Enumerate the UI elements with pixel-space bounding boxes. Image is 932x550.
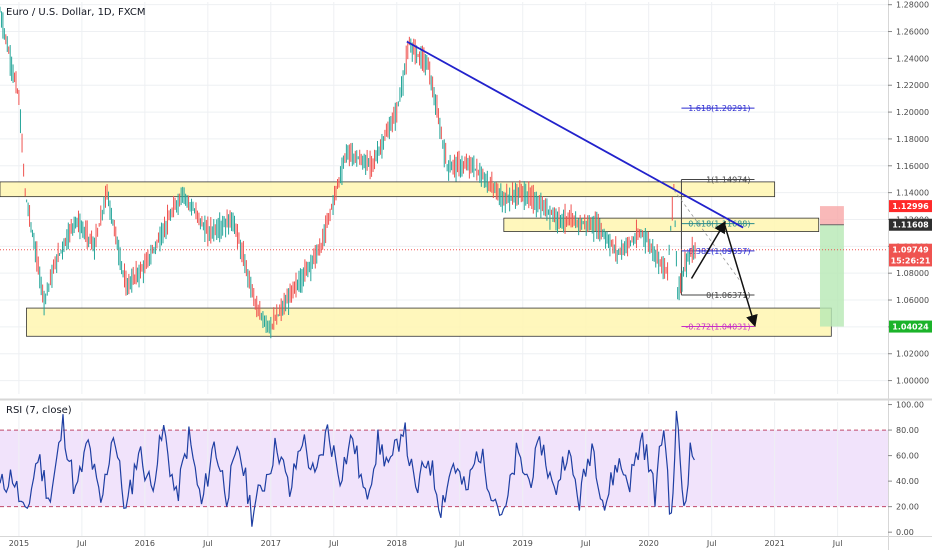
rsi-line <box>0 410 695 527</box>
sr-zone <box>0 181 776 198</box>
price-tag-label: 1.12996 <box>892 202 929 211</box>
price-series <box>0 6 696 339</box>
chart-title: Euro / U.S. Dollar, 1D, FXCM <box>6 7 145 18</box>
y-tick-label: 1.16000 <box>896 162 929 171</box>
rsi-title: RSI (7, close) <box>6 405 72 416</box>
price-tag-bg <box>889 218 932 231</box>
x-tick-label: Jul <box>328 539 339 548</box>
fib-level-label: 1.618(1.20291) <box>688 104 750 113</box>
price-tag-bg <box>889 320 932 333</box>
price-tag-bg <box>889 254 932 267</box>
rsi-tick-label: 60.00 <box>896 452 919 461</box>
x-tick-label: 2021 <box>764 539 784 548</box>
price-tag-label: 1.04024 <box>892 323 929 332</box>
price-tag-label: 1.09749 <box>892 246 929 255</box>
price-tag-label: 1.11608 <box>892 221 929 230</box>
price-tag-bg <box>889 243 932 256</box>
x-tick-label: Jul <box>454 539 465 548</box>
sr-zone <box>503 217 820 232</box>
rsi-tick-label: 100.00 <box>896 401 924 410</box>
rsi-tick-label: 0.00 <box>896 528 914 537</box>
y-tick-label: 1.18000 <box>896 135 929 144</box>
sr-zone <box>26 307 832 337</box>
projected-down-arrow <box>723 223 758 328</box>
y-tick-label: 1.02000 <box>896 350 929 359</box>
x-tick-label: Jul <box>832 539 843 548</box>
y-tick-label: 1.26000 <box>896 28 929 37</box>
x-tick-label: 2015 <box>9 539 29 548</box>
x-tick-label: 2020 <box>639 539 659 548</box>
fib-level-label: 0.382(1.09657) <box>688 247 750 256</box>
x-tick-label: 2016 <box>135 539 155 548</box>
x-tick-label: Jul <box>202 539 213 548</box>
time-axis: 2015 Jul 2016 Jul 2017 Jul 2018 Jul 2019 Jul 2020 J… <box>9 539 843 548</box>
descending-trendline <box>406 40 744 229</box>
rsi-axis: 100.00 80.00 60.00 40.00 20.00 0.00 <box>888 401 924 537</box>
y-tick-label: 1.22000 <box>896 81 929 90</box>
fib-level-label: -0.272(1.04031) <box>685 322 750 331</box>
y-tick-label: 1.24000 <box>896 54 929 63</box>
rsi-tick-label: 20.00 <box>896 503 919 512</box>
y-tick-label: 1.08000 <box>896 269 929 278</box>
fib-level-label: 0(1.06371) <box>706 291 750 300</box>
fib-level-label: 1(1.14974) <box>706 176 750 185</box>
rsi-band <box>0 430 888 507</box>
projection-dashed-line <box>673 189 740 281</box>
x-tick-label: Jul <box>706 539 717 548</box>
y-tick-label: 1.28000 <box>896 1 929 10</box>
x-tick-label: 2017 <box>261 539 281 548</box>
y-tick-label: 1.14000 <box>896 189 929 198</box>
price-panel-bg <box>0 0 888 398</box>
rsi-series <box>0 410 695 527</box>
rsi-tick-label: 80.00 <box>896 426 919 435</box>
rsi-panel: RSI (7, close) <box>0 402 888 536</box>
projected-up-arrow <box>690 220 726 279</box>
price-tag-bg <box>889 200 932 213</box>
target-zone <box>819 224 844 327</box>
rsi-tick-label: 40.00 <box>896 477 919 486</box>
price-tag-label: 15:26:21 <box>891 256 931 265</box>
price-panel: 1.618(1.20291)1(1.14974)0.618(1.11688)0.… <box>0 0 888 398</box>
x-tick-label: 2018 <box>387 539 407 548</box>
y-tick-label: 1.20000 <box>896 108 929 117</box>
y-tick-label: 1.00000 <box>896 377 929 386</box>
zones <box>0 181 844 337</box>
x-tick-label: 2019 <box>513 539 533 548</box>
annotations <box>406 40 758 328</box>
y-tick-label: 1.06000 <box>896 296 929 305</box>
stop-zone <box>819 206 844 225</box>
x-tick-label: Jul <box>76 539 87 548</box>
x-tick-label: Jul <box>580 539 591 548</box>
